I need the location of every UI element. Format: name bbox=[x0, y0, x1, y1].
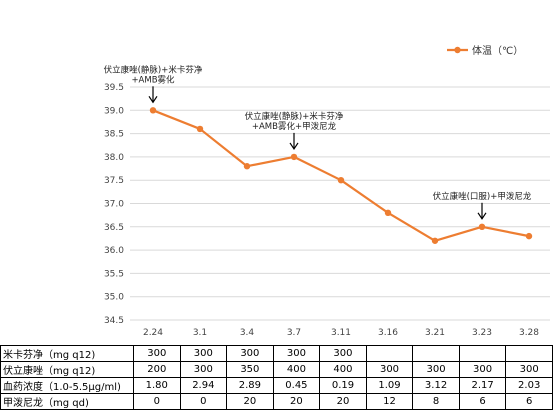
table-cell: 300 bbox=[319, 345, 367, 362]
table-cell bbox=[505, 345, 553, 362]
annotation-arrow-head bbox=[148, 95, 158, 104]
data-point bbox=[431, 237, 439, 244]
data-table: 米卡芬净（mg q12) 300 300 300 300 300 伏立康唑（mg q12) 2… bbox=[0, 345, 553, 410]
data-point bbox=[384, 209, 392, 217]
table-cell: 400 bbox=[272, 361, 321, 378]
annotation-text: 伏立康唑(口服)+甲泼尼龙 bbox=[433, 191, 532, 202]
table-cell: 3.12 bbox=[412, 377, 460, 394]
table-cell: 300 bbox=[458, 361, 507, 378]
data-point bbox=[196, 125, 204, 133]
temperature-line-chart: 39.5 39.0 38.5 38.0 37.5 37.0 36.5 36.0 35.5 35.0… bbox=[104, 45, 550, 338]
y-tick-label: 37.0 bbox=[104, 200, 124, 210]
legend: 体温（℃） bbox=[447, 45, 523, 57]
y-tick-label: 36.0 bbox=[104, 246, 124, 256]
table-cell: 350 bbox=[226, 361, 274, 378]
table-cell: 300 bbox=[179, 361, 228, 378]
x-axis-ticks: 2.24 3.1 3.4 3.7 3.11 3.16 3.21 3.23 3.28 bbox=[143, 328, 539, 338]
table-cell: 0.19 bbox=[319, 377, 367, 394]
gridlines bbox=[130, 86, 550, 321]
y-tick-label: 39.5 bbox=[104, 83, 124, 93]
table-cell: 300 bbox=[365, 361, 414, 378]
series-line bbox=[152, 109, 530, 242]
y-tick-label: 38.5 bbox=[104, 130, 124, 140]
x-tick-label: 3.7 bbox=[287, 328, 301, 338]
table-cell: 300 bbox=[412, 361, 460, 378]
table-row: 血药浓度（1.0-5.5μg/ml) 1.80 2.94 2.89 0.45 0.19 1.… bbox=[0, 377, 553, 394]
table-cell: 1.09 bbox=[365, 377, 414, 394]
legend-marker bbox=[454, 46, 461, 54]
annotation-arrow-head bbox=[477, 212, 487, 220]
table-cell: 12 bbox=[365, 393, 414, 410]
data-point bbox=[525, 232, 533, 240]
y-tick-label: 38.0 bbox=[104, 153, 124, 163]
series-group bbox=[149, 107, 533, 244]
x-tick-label: 3.4 bbox=[240, 328, 255, 338]
x-tick-label: 3.1 bbox=[193, 328, 207, 338]
annotation-text: 伏立康唑(静脉)+米卡芬净 bbox=[104, 64, 203, 75]
table-cell: 300 bbox=[272, 345, 321, 362]
annotation-text: +AMB雾化 bbox=[131, 74, 175, 85]
table-row-label: 伏立康唑（mg q12) bbox=[0, 361, 134, 378]
table-cell: 6 bbox=[505, 393, 553, 410]
table-cell: 20 bbox=[272, 393, 321, 410]
table-cell: 20 bbox=[226, 393, 274, 410]
table-cell: 0 bbox=[179, 393, 228, 410]
table-cell: 1.80 bbox=[133, 377, 181, 394]
legend-label: 体温（℃） bbox=[472, 45, 523, 57]
y-tick-label: 36.5 bbox=[104, 223, 124, 233]
y-tick-label: 37.5 bbox=[104, 176, 124, 186]
annotation-text: 伏立康唑(静脉)+米卡芬净 bbox=[245, 111, 344, 122]
table-cell: 6 bbox=[458, 393, 507, 410]
table-cell: 8 bbox=[412, 393, 460, 410]
table-row: 甲泼尼龙（mg qd) 0 0 20 20 20 12 8 6 6 bbox=[0, 393, 553, 410]
x-tick-label: 3.23 bbox=[472, 328, 492, 338]
table-row-label: 血药浓度（1.0-5.5μg/ml) bbox=[0, 377, 134, 394]
table-cell: 2.94 bbox=[179, 377, 228, 394]
annotation-arrow-head bbox=[289, 142, 299, 150]
table-cell bbox=[458, 345, 507, 362]
table-cell bbox=[365, 345, 414, 362]
table-cell bbox=[412, 345, 460, 362]
table-cell: 300 bbox=[505, 361, 553, 378]
data-point bbox=[243, 163, 251, 170]
table-cell: 300 bbox=[226, 345, 274, 362]
x-tick-label: 3.21 bbox=[425, 328, 445, 338]
table-cell: 20 bbox=[319, 393, 367, 410]
table-cell: 0 bbox=[133, 393, 181, 410]
table-cell: 200 bbox=[133, 361, 181, 378]
y-tick-label: 39.0 bbox=[104, 106, 124, 116]
x-tick-label: 3.11 bbox=[331, 328, 351, 338]
table-cell: 2.89 bbox=[226, 377, 274, 394]
table-cell: 400 bbox=[319, 361, 367, 378]
y-tick-label: 34.5 bbox=[104, 316, 124, 326]
x-tick-label: 2.24 bbox=[143, 328, 163, 338]
table-row: 伏立康唑（mg q12) 200 300 350 400 400 300 300 300 300 bbox=[0, 361, 553, 378]
y-tick-label: 35.5 bbox=[104, 269, 124, 279]
table-row: 米卡芬净（mg q12) 300 300 300 300 300 bbox=[0, 345, 553, 362]
table-cell: 300 bbox=[179, 345, 228, 362]
table-cell: 2.17 bbox=[458, 377, 507, 394]
x-tick-label: 3.16 bbox=[378, 328, 398, 338]
data-point bbox=[478, 223, 486, 230]
table-cell: 0.45 bbox=[272, 377, 321, 394]
data-point bbox=[337, 177, 345, 184]
x-tick-label: 3.28 bbox=[519, 328, 539, 338]
annotations-group: 伏立康唑(静脉)+米卡芬净+AMB雾化伏立康唑(静脉)+米卡芬净+AMB雾化+甲… bbox=[104, 64, 532, 220]
data-point bbox=[290, 153, 298, 161]
data-point bbox=[149, 107, 157, 114]
y-axis-ticks: 39.5 39.0 38.5 38.0 37.5 37.0 36.5 36.0 35.5 35.0… bbox=[104, 83, 124, 326]
table-cell: 300 bbox=[133, 345, 181, 362]
table-cell: 2.03 bbox=[505, 377, 553, 394]
table-row-label: 甲泼尼龙（mg qd) bbox=[0, 393, 134, 410]
table-row-label: 米卡芬净（mg q12) bbox=[0, 345, 134, 362]
annotation-text: +AMB雾化+甲泼尼龙 bbox=[252, 121, 337, 132]
y-tick-label: 35.0 bbox=[104, 293, 124, 303]
